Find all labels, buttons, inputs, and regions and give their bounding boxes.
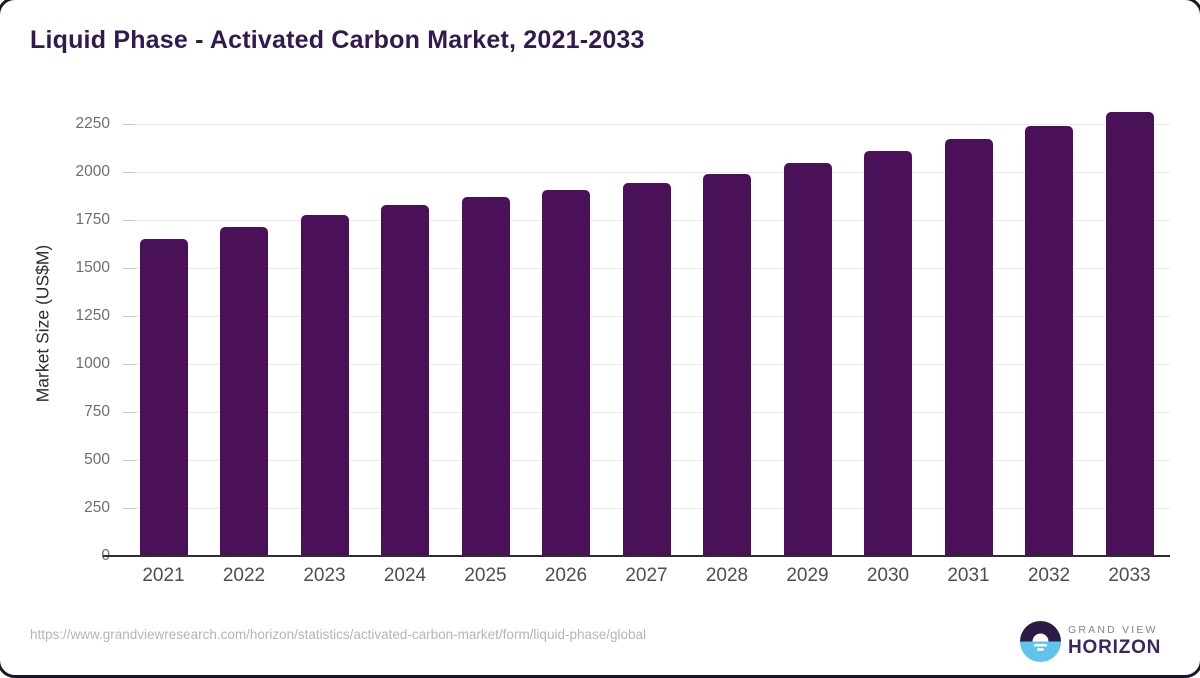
y-tickmark-1000 <box>123 364 135 365</box>
y-tickmark-2000 <box>123 172 135 173</box>
y-tick-label-1750: 1750 <box>75 211 110 228</box>
y-tick-label-750: 750 <box>84 403 110 420</box>
y-tickmark-1500 <box>123 268 135 269</box>
source-url: https://www.grandviewresearch.com/horizo… <box>30 627 647 642</box>
x-axis-line <box>103 555 1170 557</box>
gridline-2250 <box>123 124 1170 125</box>
y-tick-label-500: 500 <box>84 451 110 468</box>
logo-tagline: GRAND VIEW <box>1068 623 1158 636</box>
bar-2028[interactable] <box>703 173 751 556</box>
y-tick-label-1500: 1500 <box>75 259 110 276</box>
bar-2029[interactable] <box>783 162 832 556</box>
y-tickmark-500 <box>123 460 135 461</box>
y-tickmark-250 <box>123 508 135 509</box>
x-tick-label-2022: 2022 <box>222 565 266 586</box>
x-tick-label-2027: 2027 <box>625 565 668 586</box>
horizon-sunrise-icon <box>1020 620 1061 662</box>
y-tick-label-0: 0 <box>10 546 110 566</box>
y-tickmark-2250 <box>123 124 135 125</box>
bar-2025[interactable] <box>461 197 510 556</box>
bar-2023[interactable] <box>300 215 349 556</box>
grand-view-horizon-logo[interactable]: GRAND VIEW HORIZON <box>1020 620 1180 662</box>
x-tick-label-2031: 2031 <box>947 565 990 586</box>
chart-title: Liquid Phase - Activated Carbon Market, … <box>30 26 645 54</box>
bar-2026[interactable] <box>542 190 590 556</box>
y-tick-label-2250: 2250 <box>75 115 110 132</box>
gridline-2000 <box>123 172 1170 173</box>
y-tickmark-750 <box>123 412 135 413</box>
y-tick-label-1000: 1000 <box>75 355 110 372</box>
y-tick-label-250: 250 <box>84 499 110 516</box>
x-tick-label-2023: 2023 <box>303 565 346 586</box>
y-tick-label-2000: 2000 <box>75 163 110 180</box>
bar-2024[interactable] <box>381 205 429 556</box>
x-tick-label-2026: 2026 <box>544 565 588 586</box>
x-tick-label-2021: 2021 <box>142 565 185 586</box>
bar-2033[interactable] <box>1105 111 1154 556</box>
logo-wordmark: GRAND VIEW HORIZON <box>1068 624 1161 659</box>
bar-2027[interactable] <box>622 182 671 556</box>
y-tickmark-1250 <box>123 316 135 317</box>
x-tick-label-2029: 2029 <box>786 565 829 586</box>
bar-2021[interactable] <box>139 239 188 556</box>
bar-2030[interactable] <box>864 151 912 556</box>
x-tick-label-2028: 2028 <box>705 565 749 586</box>
y-tick-label-1250: 1250 <box>75 307 110 324</box>
x-tick-label-2030: 2030 <box>866 565 910 586</box>
bar-2032[interactable] <box>1025 125 1073 556</box>
bar-2031[interactable] <box>944 139 993 556</box>
bar-2022[interactable] <box>220 227 268 556</box>
x-tick-label-2033: 2033 <box>1108 565 1151 586</box>
x-tick-label-2032: 2032 <box>1027 565 1071 586</box>
logo-name: HORIZON <box>1068 636 1162 658</box>
x-tick-label-2025: 2025 <box>464 565 507 586</box>
y-tickmark-1750 <box>123 220 135 221</box>
x-tick-label-2024: 2024 <box>383 565 427 586</box>
